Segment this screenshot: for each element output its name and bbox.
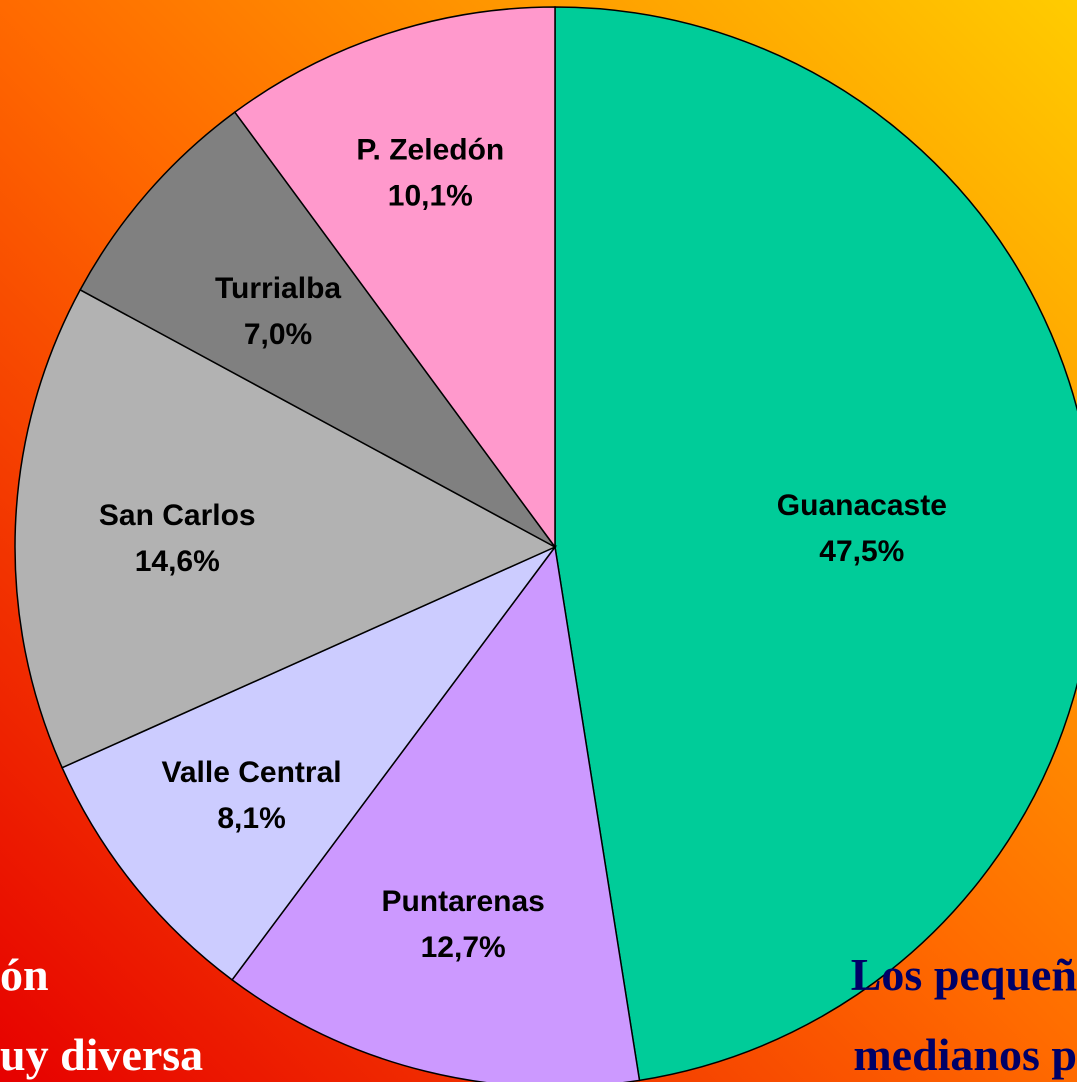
pie-slice [61, 545, 558, 981]
annotation: medianos p [853, 1029, 1077, 1080]
slice-name: San Carlos [99, 499, 256, 532]
pie-slice [14, 288, 557, 769]
slice-name: Valle Central [162, 756, 342, 789]
slice-value: 8,1% [217, 802, 285, 835]
slice-value: 10,1% [388, 179, 473, 212]
pie [14, 6, 1077, 1082]
labels: Guanacaste 47,5% Puntarenas 12,7% Valle Cent… [99, 133, 947, 964]
slice-value: 14,6% [135, 545, 220, 578]
pie-slice [554, 6, 1077, 1082]
slice-name: P. Zeledón [356, 133, 504, 166]
pie-slice [233, 6, 556, 550]
slice-value: 47,5% [819, 535, 904, 568]
slice-value: 12,7% [421, 931, 506, 964]
annotation: ón [0, 949, 49, 1000]
slice-name: Puntarenas [381, 885, 544, 918]
slice-name: Guanacaste [777, 489, 947, 522]
pie-slice [79, 111, 556, 548]
slice-name: Turrialba [215, 272, 341, 305]
annotation: Los pequeñ [851, 949, 1077, 1000]
pie-slice [231, 545, 641, 1082]
slice-value: 7,0% [244, 318, 312, 351]
annotation: uy diversa [0, 1029, 203, 1080]
